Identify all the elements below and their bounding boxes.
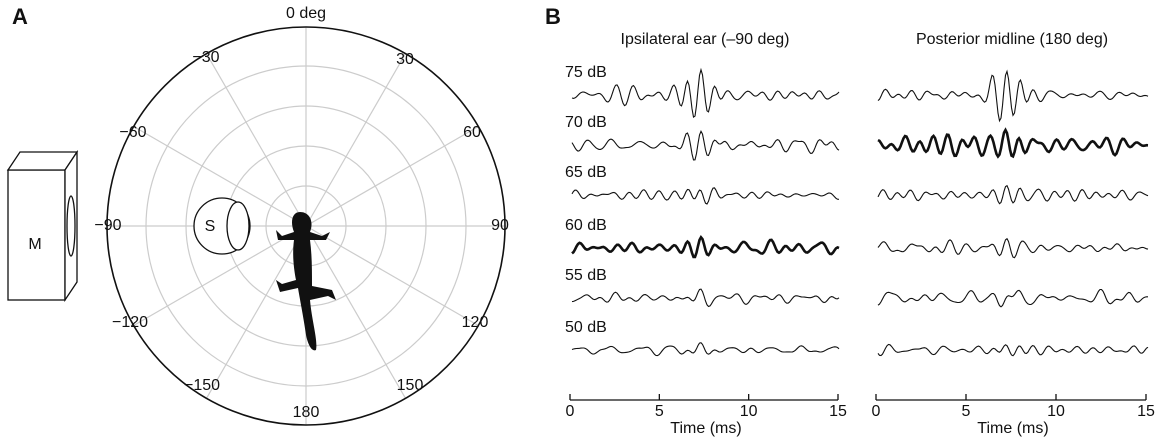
tick-label: 0 [566,403,575,420]
panel-label: A [12,4,28,29]
waveform [571,342,840,357]
axis-title: Time (ms) [977,420,1048,437]
waveform [571,67,840,119]
waveform [877,343,1149,357]
grid-spoke [305,225,407,399]
waveform [877,237,1149,259]
angle-label: −60 [119,124,146,141]
tick-label: 5 [655,403,664,420]
level-label: 60 dB [565,217,607,234]
tick-label: 15 [1137,403,1155,420]
angle-label: 90 [491,217,509,234]
axis-title: Time (ms) [670,420,741,437]
source-label: S [205,218,216,235]
level-label: 55 dB [565,267,607,284]
angle-label: 180 [293,404,320,421]
angle-label: 0 deg [286,5,326,22]
column-title: Ipsilateral ear (–90 deg) [621,31,790,48]
grid-spoke [133,225,307,327]
grid-spoke [133,125,307,227]
waveform [877,184,1149,205]
grid-spoke [205,225,307,399]
level-label: 65 dB [565,164,607,181]
angle-label: 30 [396,51,414,68]
angle-label: −30 [192,49,219,66]
grid-spoke [305,225,479,327]
polar-plot: 0 deg 30 60 90 120 150 180 −150 −120 −90 −60 −30 [94,5,509,426]
angle-label: −90 [94,217,121,234]
waveform [571,130,840,161]
tick-label: 15 [829,403,847,420]
waveform [571,288,840,308]
level-label: 50 dB [565,319,607,336]
tick-label: 10 [740,403,758,420]
tick-label: 5 [962,403,971,420]
source [193,197,251,255]
angle-label: 60 [463,124,481,141]
grid-spoke [305,53,407,227]
angle-label: −150 [184,377,220,394]
column-title: Posterior midline (180 deg) [916,31,1108,48]
speaker-label: M [28,236,41,253]
level-label: 70 dB [565,114,607,131]
grid-spoke [205,53,307,227]
speaker [6,149,79,303]
salamander [276,212,336,351]
waveform [571,187,840,205]
angle-label: −120 [112,314,148,331]
traces: 75 dB 70 dB 65 dB 60 dB 55 dB 50 dB 0 5 10 15 Time… [565,64,1155,437]
panel-label: B [545,4,561,29]
angle-label: 150 [397,377,424,394]
waveform [571,235,840,259]
grid-spoke [305,125,479,227]
angle-label: 120 [462,314,489,331]
waveform [877,69,1149,123]
tick-label: 0 [872,403,881,420]
tick-label: 10 [1047,403,1065,420]
level-label: 75 dB [565,64,607,81]
waveform [877,288,1148,308]
outer-ring [106,26,506,426]
waveform [877,127,1149,159]
